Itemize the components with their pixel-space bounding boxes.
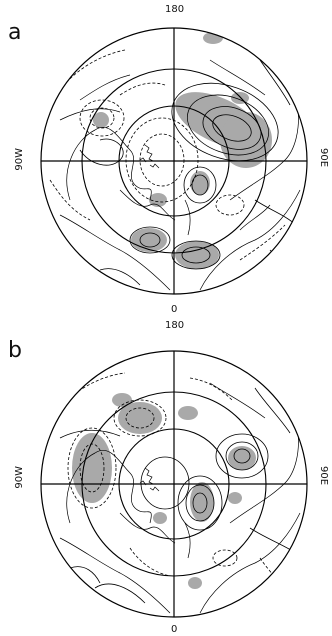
polar-projection-map bbox=[0, 318, 332, 636]
map-panel-a: a 180 0 90W 90E bbox=[0, 0, 332, 318]
polar-projection-map bbox=[0, 0, 332, 318]
map-panel-b: b 180 0 90W 90E bbox=[0, 318, 332, 636]
